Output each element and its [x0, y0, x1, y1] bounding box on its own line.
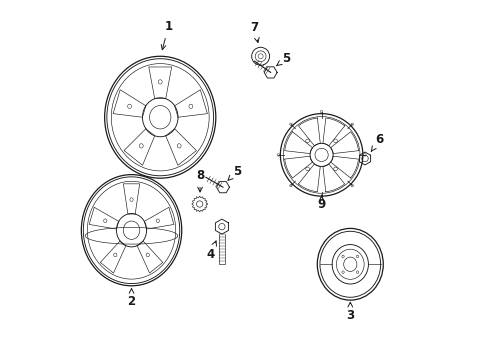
Text: 5: 5 [276, 52, 289, 66]
Text: 1: 1 [161, 20, 172, 50]
Text: 9: 9 [317, 195, 325, 211]
Text: 3: 3 [346, 302, 354, 322]
Text: 4: 4 [206, 241, 216, 261]
Text: 6: 6 [370, 133, 383, 152]
Text: 5: 5 [227, 165, 241, 180]
Text: 2: 2 [127, 288, 135, 308]
Text: 7: 7 [250, 22, 259, 42]
Text: 8: 8 [196, 169, 203, 192]
